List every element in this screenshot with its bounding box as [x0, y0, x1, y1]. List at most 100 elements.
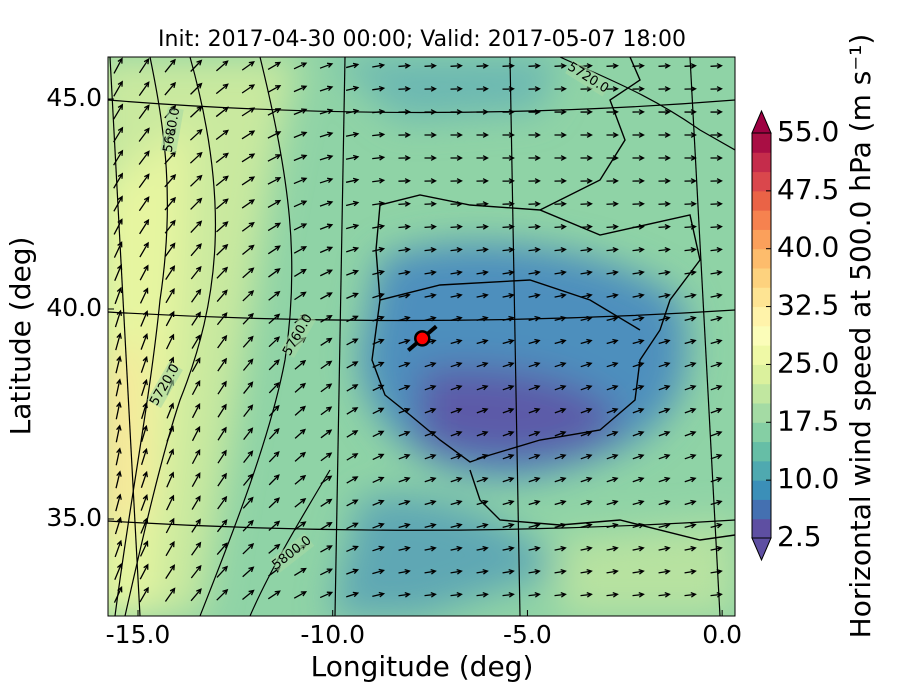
wind-arrow: [476, 86, 489, 92]
wind-arrow: [346, 591, 360, 598]
wind-arrow: [319, 223, 334, 230]
wind-arrow: [268, 427, 280, 440]
wind-arrow: [294, 382, 307, 393]
wind-arrow: [528, 109, 541, 115]
wind-arrow: [346, 453, 359, 461]
wind-arrow: [684, 315, 697, 322]
wind-arrow: [268, 404, 280, 417]
wind-arrow: [164, 196, 176, 211]
wind-arrow: [346, 361, 359, 369]
wind-arrow: [242, 589, 255, 601]
wind-arrow: [346, 246, 360, 253]
wind-arrow: [580, 201, 593, 207]
colorbar-band: [752, 268, 771, 288]
wind-arrow: [320, 337, 333, 346]
wind-arrow: [710, 109, 723, 115]
wind-arrow: [710, 592, 723, 598]
wind-arrow: [710, 453, 723, 460]
wind-arrow: [502, 568, 515, 575]
wind-arrow: [216, 519, 228, 533]
wind-arrow: [217, 357, 227, 372]
wind-arrow: [606, 384, 619, 391]
wind-arrow: [190, 197, 203, 210]
colorbar-tick-label: 25.0: [777, 346, 839, 379]
colorbar-band: [752, 171, 771, 192]
wind-arrow: [658, 545, 671, 552]
colorbar-tick-label: 17.5: [777, 404, 839, 437]
wind-arrow: [191, 402, 201, 419]
wind-arrow: [606, 109, 619, 115]
colorbar-label: Horizontal wind speed at 500.0 hPa (m s⁻…: [844, 34, 877, 639]
wind-arrow: [320, 545, 333, 553]
x-axis-label: Longitude (deg): [311, 650, 534, 683]
wind-arrow: [267, 177, 282, 185]
wind-arrow: [268, 359, 280, 371]
wind-arrow: [398, 315, 411, 322]
wind-arrow: [243, 427, 254, 441]
wind-arrow: [450, 407, 463, 414]
wind-arrow: [606, 224, 619, 230]
wind-arrow: [346, 568, 360, 575]
wind-arrow: [476, 545, 489, 552]
wind-arrow: [215, 175, 229, 187]
wind-arrow: [345, 108, 360, 115]
wind-arrow: [139, 218, 150, 235]
wind-arrow: [268, 290, 281, 301]
wind-arrow: [215, 60, 229, 72]
wind-arrow: [580, 476, 593, 483]
wind-arrow: [658, 315, 671, 322]
wind-arrow: [450, 384, 463, 391]
wind-arrow: [710, 201, 723, 207]
colorbar-band: [752, 460, 771, 481]
wind-arrow: [502, 499, 515, 506]
wind-arrow: [320, 360, 333, 370]
wind-arrow: [632, 499, 645, 506]
wind-arrow: [372, 154, 386, 161]
wind-arrow: [372, 384, 385, 392]
wind-arrow: [216, 221, 229, 233]
wind-arrow: [606, 407, 619, 414]
wind-arrow: [476, 430, 489, 437]
wind-arrow: [267, 131, 282, 139]
wind-arrow: [138, 81, 150, 97]
wind-arrow: [165, 310, 175, 327]
wind-arrow: [684, 109, 697, 115]
wind-arrow: [476, 224, 489, 230]
wind-arrow: [580, 132, 593, 138]
wind-arrow: [165, 564, 176, 579]
wind-arrow: [217, 334, 228, 349]
wind-arrow: [398, 522, 411, 529]
wind-arrow: [345, 154, 360, 161]
wind-arrow: [139, 540, 149, 557]
wind-arrow: [115, 332, 122, 351]
wind-arrow: [710, 568, 723, 575]
wind-arrow: [372, 453, 385, 461]
wind-arrow: [554, 545, 567, 552]
wind-arrow: [424, 592, 437, 598]
wind-arrow: [372, 476, 385, 484]
wind-arrow: [554, 499, 567, 506]
wind-arrow: [580, 430, 593, 437]
wind-arrow: [190, 243, 202, 257]
wind-arrow: [710, 361, 723, 368]
wind-arrow: [190, 59, 203, 72]
wind-arrow: [632, 132, 645, 138]
wind-arrow: [606, 155, 619, 161]
colorbar-tick-label: 2.5: [777, 520, 822, 553]
wind-arrow: [580, 592, 593, 598]
wind-arrow: [216, 588, 229, 601]
wind-arrow: [372, 131, 386, 138]
wind-arrow: [398, 109, 411, 115]
wind-arrow: [139, 563, 149, 580]
wind-arrow: [398, 361, 411, 368]
wind-arrow: [138, 127, 150, 142]
wind-arrow: [528, 155, 541, 161]
colorbar-band: [752, 364, 771, 385]
wind-arrow: [241, 107, 256, 117]
colorbar-band: [752, 190, 771, 211]
wind-arrow: [319, 177, 334, 184]
wind-arrow: [113, 241, 123, 258]
wind-arrow: [502, 592, 515, 598]
wind-arrow: [215, 106, 229, 118]
wind-arrow: [319, 85, 334, 92]
